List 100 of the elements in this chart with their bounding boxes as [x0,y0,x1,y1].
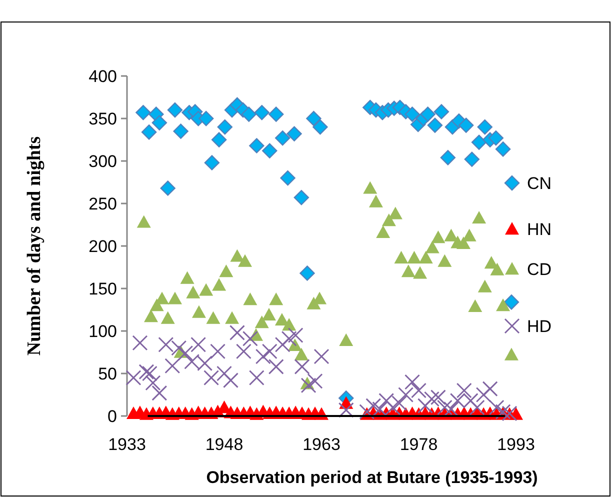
point [430,390,446,406]
point [440,150,456,166]
point [281,330,297,346]
point [198,110,214,126]
point [192,305,206,318]
point [496,298,510,312]
point [145,375,161,391]
point [184,354,200,370]
point [420,106,436,122]
point [211,132,227,148]
point [280,170,296,186]
point [269,292,284,306]
legend-label: HN [527,220,552,239]
point [382,214,396,226]
point [482,381,498,397]
point [164,358,180,374]
point [471,134,487,150]
point [490,262,504,276]
point [462,228,476,242]
point [204,155,220,170]
point [262,143,278,158]
y-tick-label: 300 [88,152,117,171]
point [229,324,245,340]
point [255,348,271,364]
point [312,119,328,135]
point [504,294,520,310]
y-tick-label: 400 [88,66,117,86]
x-tick-label: 1948 [205,435,244,454]
y-tick-label: 200 [88,236,117,256]
point [286,126,302,142]
point [144,310,158,322]
point [268,106,284,122]
point [456,236,470,250]
point [300,266,315,281]
point [254,104,270,120]
point [262,308,276,320]
legend-label: CD [527,260,552,279]
point [438,254,452,267]
point [388,206,402,220]
point [230,249,244,262]
point [241,106,256,122]
point [294,348,308,360]
point [436,400,452,416]
point [158,336,174,352]
y-tick-label: 250 [88,194,117,214]
point [407,250,422,264]
point [282,318,296,331]
point [178,345,194,361]
point [126,370,142,386]
point [462,392,478,408]
y-tick-label: 0 [108,406,117,426]
point [359,404,375,420]
point [368,194,383,208]
point [171,340,187,356]
point [238,254,252,267]
point [216,366,232,382]
point [458,118,474,133]
point [468,299,482,312]
point [294,190,309,206]
point [243,292,258,306]
point [242,330,258,346]
point [212,278,226,291]
x-tick-label: 1963 [302,435,340,454]
point [294,358,310,374]
y-tick-label: 150 [88,279,117,298]
point [413,266,428,279]
point [504,348,518,360]
point [248,370,264,386]
point [339,333,354,346]
point [274,336,290,352]
point [417,398,433,414]
point [411,382,426,398]
point [160,311,175,324]
point [300,378,316,394]
point [392,396,408,411]
point [141,124,157,140]
point [443,401,459,417]
point [476,387,492,402]
y-tick-label: 100 [88,322,117,341]
point [274,312,289,326]
point [199,283,214,296]
point [190,336,206,352]
point [225,311,240,324]
x-axis-title: Observation period at Butare (1935-1993) [206,468,538,487]
point [431,230,446,244]
point [307,373,323,389]
point [136,215,151,228]
point [168,292,182,304]
point [306,110,322,126]
point [425,240,440,254]
point [275,130,290,146]
point [495,142,511,157]
point [488,130,504,146]
point [167,102,183,118]
point [197,356,213,372]
point [398,387,414,402]
x-tick-label: 1993 [497,435,535,454]
x-tick-label: 1933 [108,435,146,454]
point [372,401,388,417]
point [132,335,148,351]
